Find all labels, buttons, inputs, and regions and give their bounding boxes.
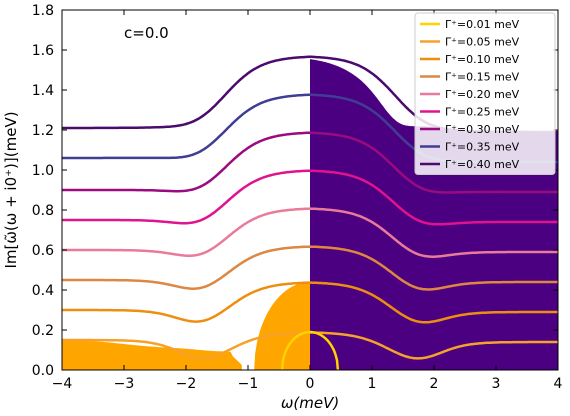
legend: Γ⁺=0.01 meV Γ⁺=0.05 meV Γ⁺=0.10 meV Γ⁺=0.15… <box>414 12 556 175</box>
legend-label: Γ⁺=0.35 meV <box>445 141 520 154</box>
x-tick-label: 3 <box>492 376 501 392</box>
series-line-6 <box>62 131 558 194</box>
x-tick-label: 2 <box>430 376 439 392</box>
x-tick-label: −4 <box>52 376 73 392</box>
y-tick-label: 1.6 <box>32 43 54 59</box>
chart-annotation: c=0.0 <box>124 24 169 42</box>
legend-label: Γ⁺=0.05 meV <box>445 36 520 49</box>
x-tick-label: 0 <box>306 376 315 392</box>
legend-label: Γ⁺=0.25 meV <box>445 106 520 119</box>
legend-label: Γ⁺=0.40 meV <box>445 158 520 171</box>
series-line-2 <box>62 281 558 324</box>
y-tick-label: 0.0 <box>32 363 54 379</box>
legend-label: Γ⁺=0.20 meV <box>445 88 520 101</box>
y-tick-label: 0.6 <box>32 243 54 259</box>
x-tick-label: −3 <box>114 376 135 392</box>
y-tick-label: 0.2 <box>32 323 54 339</box>
axis-ticks: −4 −3 −2 −1 0 1 2 3 4 0.0 0.2 0.4 0.6 0.8 1.0 1.2 1.4 1.6… <box>32 3 563 392</box>
orange-dome-region <box>254 282 310 370</box>
x-tick-label: −2 <box>176 376 197 392</box>
series-line-3 <box>62 245 558 291</box>
y-tick-label: 1.4 <box>32 83 54 99</box>
series-line-4 <box>62 207 558 258</box>
legend-label: Γ⁺=0.10 meV <box>445 53 520 66</box>
y-tick-label: 1.2 <box>32 123 54 139</box>
legend-label: Γ⁺=0.01 meV <box>445 18 520 31</box>
legend-box <box>414 12 556 175</box>
x-tick-label: 4 <box>554 376 563 392</box>
y-tick-label: 0.8 <box>32 203 54 219</box>
y-axis-title: Im[ω̃(ω + i0⁺)](meV) <box>2 111 20 268</box>
series-line-5 <box>62 169 558 226</box>
series-line-0 <box>280 330 340 370</box>
orange-band-region <box>62 340 242 370</box>
y-tick-label: 1.0 <box>32 163 54 179</box>
legend-label: Γ⁺=0.15 meV <box>445 71 520 84</box>
x-tick-label: 1 <box>368 376 377 392</box>
x-axis-title: ω(meV) <box>281 394 339 412</box>
y-tick-label: 0.4 <box>32 283 54 299</box>
x-tick-label: −1 <box>238 376 259 392</box>
legend-label: Γ⁺=0.30 meV <box>445 123 520 136</box>
y-tick-label: 1.8 <box>32 3 54 19</box>
